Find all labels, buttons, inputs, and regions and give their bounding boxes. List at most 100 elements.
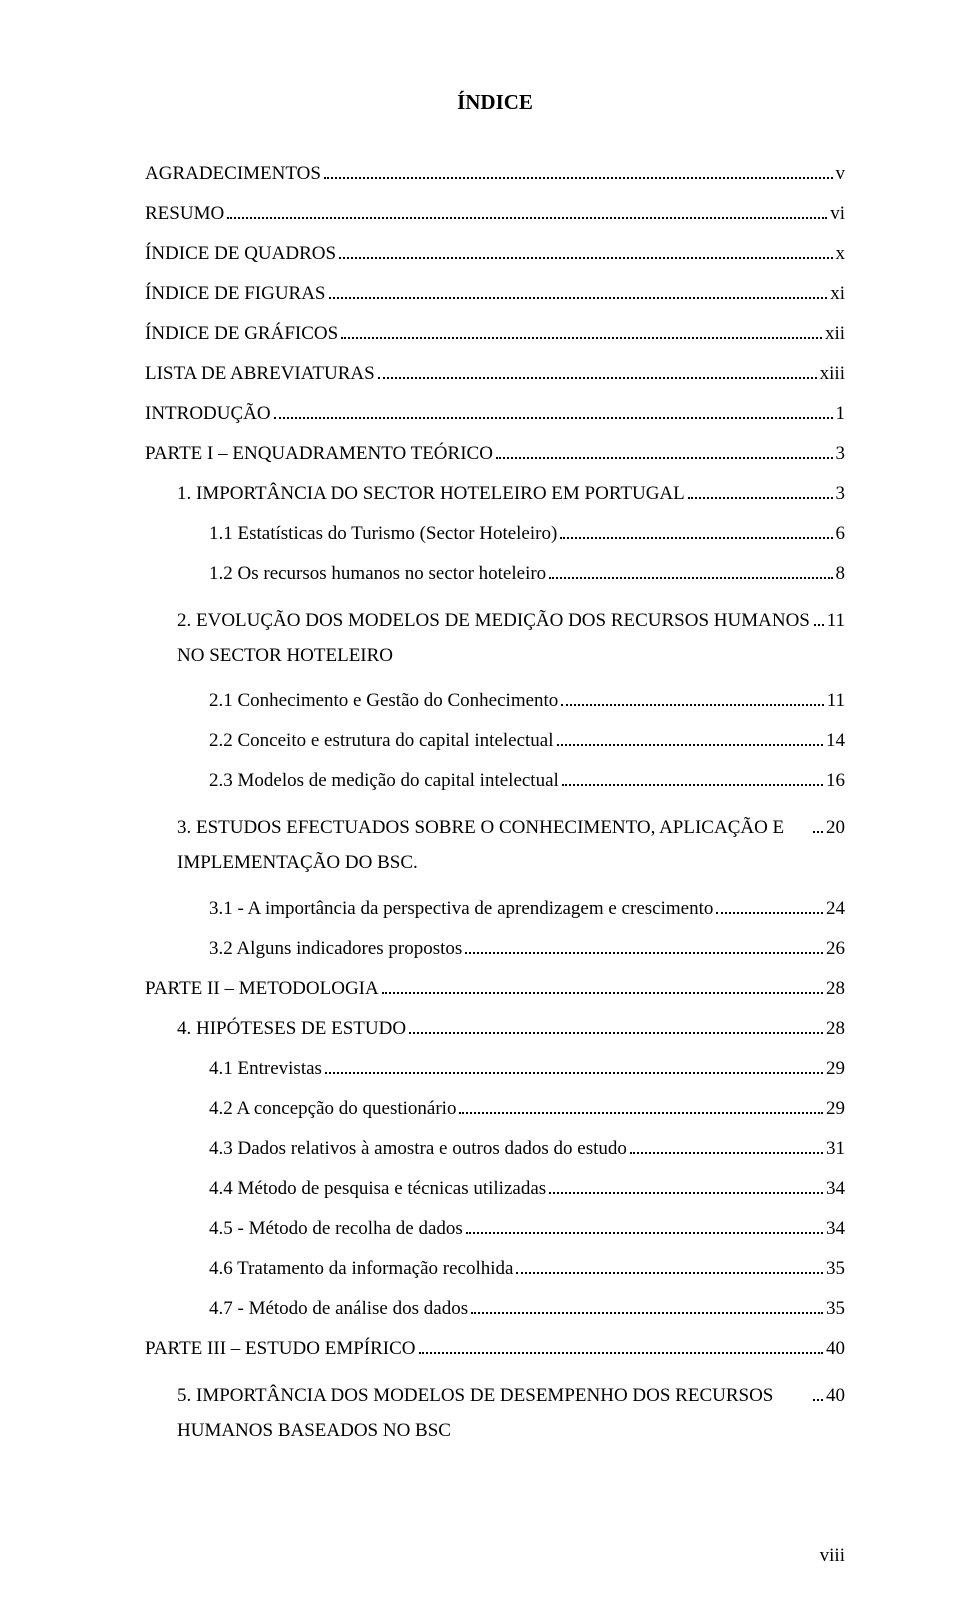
toc-entry: INTRODUÇÃO 1 bbox=[145, 403, 845, 426]
toc-entry-label: ÍNDICE DE QUADROS bbox=[145, 243, 336, 266]
toc-entry-label: 2. EVOLUÇÃO DOS MODELOS DE MEDIÇÃO DOS R… bbox=[177, 603, 811, 673]
toc-entry-label: 4.7 - Método de análise dos dados bbox=[209, 1298, 468, 1321]
toc-entry-page: 14 bbox=[826, 730, 845, 753]
toc-entry: PARTE I – ENQUADRAMENTO TEÓRICO 3 bbox=[145, 443, 845, 466]
toc-entry-label: 3.1 - A importância da perspectiva de ap… bbox=[209, 898, 713, 921]
toc-entry-label: 1.2 Os recursos humanos no sector hotele… bbox=[209, 563, 546, 586]
toc-leader-dots bbox=[465, 939, 823, 954]
toc-entry: 2.3 Modelos de medição do capital intele… bbox=[145, 770, 845, 793]
toc-leader-dots bbox=[339, 244, 832, 259]
toc-entry-page: 40 bbox=[826, 1385, 845, 1408]
toc-entry-page: 28 bbox=[826, 1018, 845, 1041]
toc-entry-page: 11 bbox=[827, 610, 845, 633]
toc-entry: 1.2 Os recursos humanos no sector hotele… bbox=[145, 563, 845, 586]
toc-entry-page: 29 bbox=[826, 1098, 845, 1121]
toc-entry: ÍNDICE DE QUADROS x bbox=[145, 243, 845, 266]
toc-entry-label: 2.2 Conceito e estrutura do capital inte… bbox=[209, 730, 554, 753]
toc-entry-label: 3. ESTUDOS EFECTUADOS SOBRE O CONHECIMEN… bbox=[177, 810, 810, 880]
toc-entry-label: RESUMO bbox=[145, 203, 224, 226]
toc-leader-dots bbox=[688, 484, 833, 499]
toc-leader-dots bbox=[419, 1338, 824, 1353]
toc-entry: 4.7 - Método de análise dos dados 35 bbox=[145, 1298, 845, 1321]
toc-entry-label: PARTE I – ENQUADRAMENTO TEÓRICO bbox=[145, 443, 493, 466]
toc-entry-page: 35 bbox=[826, 1298, 845, 1321]
toc-entry: 3.1 - A importância da perspectiva de ap… bbox=[145, 898, 845, 921]
toc-entry: PARTE II – METODOLOGIA 28 bbox=[145, 978, 845, 1001]
toc-entry-page: 11 bbox=[827, 690, 845, 713]
page-number: viii bbox=[820, 1545, 845, 1567]
toc-leader-dots bbox=[341, 324, 822, 339]
toc-list: AGRADECIMENTOS v RESUMO vi ÍNDICE DE QUADR… bbox=[145, 163, 845, 1448]
toc-entry-label: 5. IMPORTÂNCIA DOS MODELOS DE DESEMPENHO… bbox=[177, 1378, 810, 1448]
toc-entry-label: LISTA DE ABREVIATURAS bbox=[145, 363, 375, 386]
toc-leader-dots bbox=[274, 404, 833, 419]
toc-entry-label: 4.5 - Método de recolha de dados bbox=[209, 1218, 463, 1241]
toc-entry-label: ÍNDICE DE GRÁFICOS bbox=[145, 323, 338, 346]
toc-entry-page: v bbox=[836, 163, 846, 186]
toc-entry-label: 3.2 Alguns indicadores propostos bbox=[209, 938, 462, 961]
toc-entry-page: xi bbox=[830, 283, 845, 306]
toc-entry-page: 8 bbox=[836, 563, 846, 586]
toc-leader-dots bbox=[227, 204, 827, 219]
toc-entry: 3. ESTUDOS EFECTUADOS SOBRE O CONHECIMEN… bbox=[145, 810, 845, 880]
toc-leader-dots bbox=[378, 364, 817, 379]
toc-entry: 4.3 Dados relativos à amostra e outros d… bbox=[145, 1138, 845, 1161]
toc-entry-page: 1 bbox=[836, 403, 846, 426]
toc-entry: 3.2 Alguns indicadores propostos 26 bbox=[145, 938, 845, 961]
toc-leader-dots bbox=[382, 979, 823, 994]
toc-entry-page: 35 bbox=[826, 1258, 845, 1281]
toc-entry-page: 26 bbox=[826, 938, 845, 961]
toc-entry: 5. IMPORTÂNCIA DOS MODELOS DE DESEMPENHO… bbox=[145, 1378, 845, 1448]
toc-entry-page: 34 bbox=[826, 1218, 845, 1241]
toc-entry-page: 29 bbox=[826, 1058, 845, 1081]
toc-leader-dots bbox=[814, 611, 824, 626]
toc-entry: 2. EVOLUÇÃO DOS MODELOS DE MEDIÇÃO DOS R… bbox=[145, 603, 845, 673]
toc-entry-page: 16 bbox=[826, 770, 845, 793]
toc-entry-page: 28 bbox=[826, 978, 845, 1001]
toc-entry: PARTE III – ESTUDO EMPÍRICO 40 bbox=[145, 1338, 845, 1361]
toc-entry-page: 24 bbox=[826, 898, 845, 921]
toc-leader-dots bbox=[409, 1018, 823, 1033]
toc-entry-label: PARTE II – METODOLOGIA bbox=[145, 978, 379, 1001]
toc-entry-label: PARTE III – ESTUDO EMPÍRICO bbox=[145, 1338, 416, 1361]
toc-entry-page: 3 bbox=[836, 443, 846, 466]
toc-entry-label: 4.2 A concepção do questionário bbox=[209, 1098, 456, 1121]
toc-leader-dots bbox=[557, 731, 823, 746]
toc-leader-dots bbox=[471, 1298, 823, 1313]
toc-leader-dots bbox=[324, 164, 833, 179]
toc-entry: 1. IMPORTÂNCIA DO SECTOR HOTELEIRO EM PO… bbox=[145, 483, 845, 506]
toc-leader-dots bbox=[560, 524, 832, 539]
toc-entry: 4.2 A concepção do questionário 29 bbox=[145, 1098, 845, 1121]
toc-entry-page: 31 bbox=[826, 1138, 845, 1161]
toc-entry-label: INTRODUÇÃO bbox=[145, 403, 271, 426]
toc-leader-dots bbox=[466, 1218, 823, 1233]
toc-entry: 4.6 Tratamento da informação recolhida 3… bbox=[145, 1258, 845, 1281]
toc-entry: 2.2 Conceito e estrutura do capital inte… bbox=[145, 730, 845, 753]
toc-entry: 4. HIPÓTESES DE ESTUDO 28 bbox=[145, 1018, 845, 1041]
toc-entry-page: xii bbox=[825, 323, 845, 346]
toc-leader-dots bbox=[630, 1138, 823, 1153]
toc-entry-label: 4.3 Dados relativos à amostra e outros d… bbox=[209, 1138, 627, 1161]
toc-entry-page: 6 bbox=[836, 523, 846, 546]
toc-leader-dots bbox=[325, 1058, 823, 1073]
toc-entry-label: ÍNDICE DE FIGURAS bbox=[145, 283, 326, 306]
toc-entry: AGRADECIMENTOS v bbox=[145, 163, 845, 186]
toc-leader-dots bbox=[561, 691, 823, 706]
toc-leader-dots bbox=[813, 1385, 823, 1400]
toc-entry: 4.1 Entrevistas 29 bbox=[145, 1058, 845, 1081]
toc-entry-page: 34 bbox=[826, 1178, 845, 1201]
toc-leader-dots bbox=[716, 899, 823, 914]
toc-entry: RESUMO vi bbox=[145, 203, 845, 226]
toc-entry-label: 4.6 Tratamento da informação recolhida bbox=[209, 1258, 513, 1281]
toc-entry-label: 4.1 Entrevistas bbox=[209, 1058, 322, 1081]
toc-title: ÍNDICE bbox=[145, 90, 845, 115]
toc-entry-label: 1. IMPORTÂNCIA DO SECTOR HOTELEIRO EM PO… bbox=[177, 483, 685, 506]
toc-entry-label: 1.1 Estatísticas do Turismo (Sector Hote… bbox=[209, 523, 557, 546]
toc-leader-dots bbox=[813, 818, 823, 833]
toc-entry: ÍNDICE DE FIGURAS xi bbox=[145, 283, 845, 306]
toc-leader-dots bbox=[549, 564, 832, 579]
toc-entry: 1.1 Estatísticas do Turismo (Sector Hote… bbox=[145, 523, 845, 546]
toc-leader-dots bbox=[516, 1258, 823, 1273]
toc-leader-dots bbox=[329, 284, 828, 299]
toc-entry-label: 2.1 Conhecimento e Gestão do Conheciment… bbox=[209, 690, 558, 713]
